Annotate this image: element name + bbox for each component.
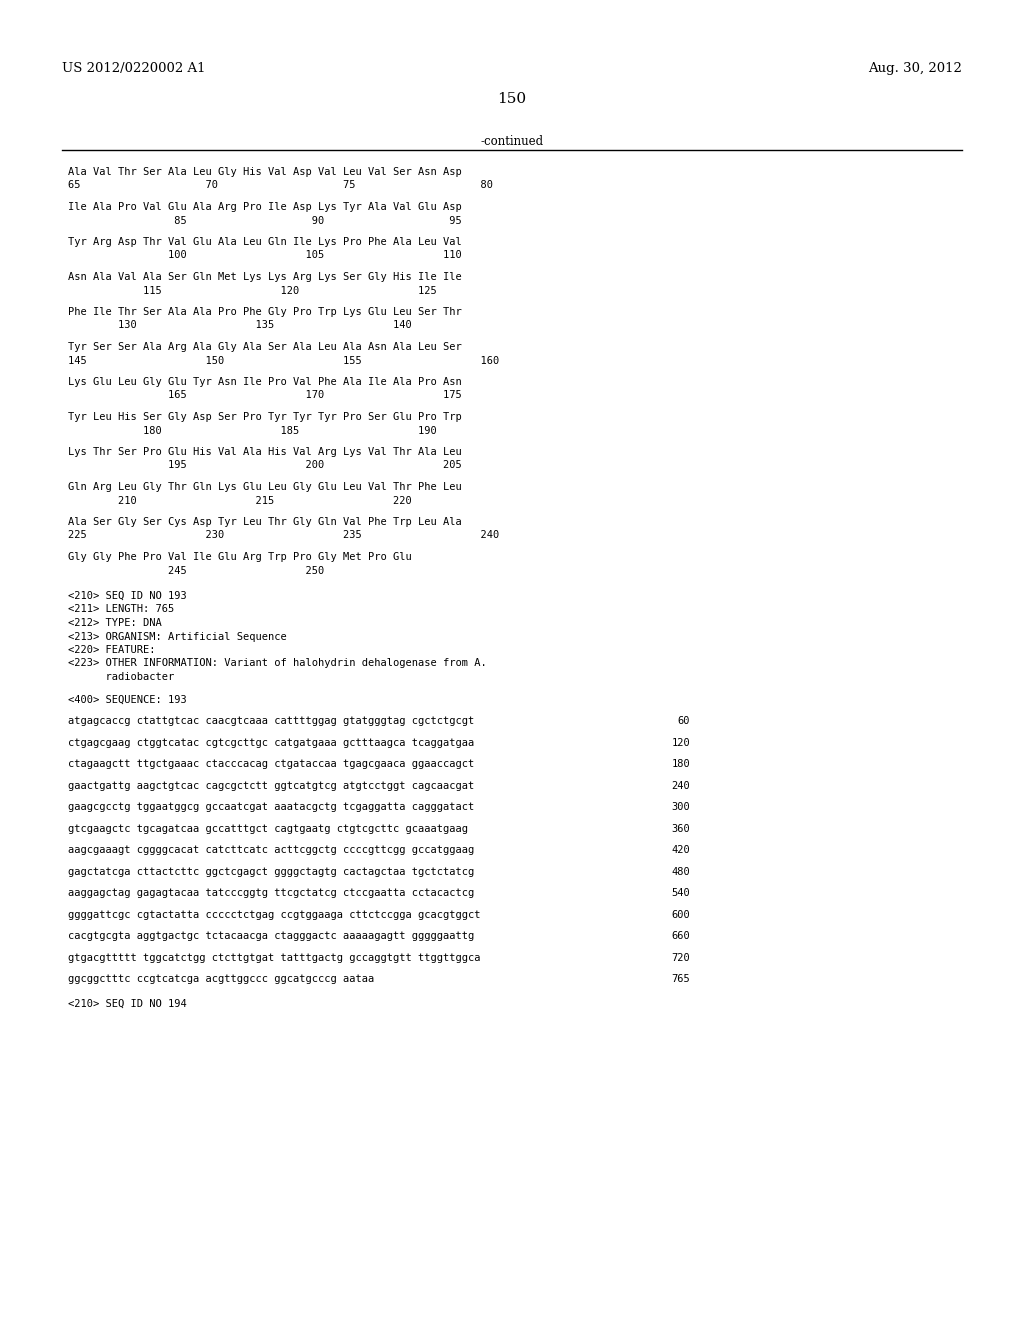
Text: 85                    90                    95: 85 90 95	[68, 215, 462, 226]
Text: 165                   170                   175: 165 170 175	[68, 391, 462, 400]
Text: 300: 300	[672, 803, 690, 812]
Text: 180                   185                   190: 180 185 190	[68, 425, 437, 436]
Text: 420: 420	[672, 845, 690, 855]
Text: <210> SEQ ID NO 193: <210> SEQ ID NO 193	[68, 591, 186, 601]
Text: Ile Ala Pro Val Glu Ala Arg Pro Ile Asp Lys Tyr Ala Val Glu Asp: Ile Ala Pro Val Glu Ala Arg Pro Ile Asp …	[68, 202, 462, 213]
Text: gaagcgcctg tggaatggcg gccaatcgat aaatacgctg tcgaggatta cagggatact: gaagcgcctg tggaatggcg gccaatcgat aaatacg…	[68, 803, 474, 812]
Text: 480: 480	[672, 867, 690, 876]
Text: 195                   200                   205: 195 200 205	[68, 461, 462, 470]
Text: US 2012/0220002 A1: US 2012/0220002 A1	[62, 62, 206, 75]
Text: atgagcaccg ctattgtcac caacgtcaaa cattttggag gtatgggtag cgctctgcgt: atgagcaccg ctattgtcac caacgtcaaa cattttg…	[68, 717, 474, 726]
Text: <211> LENGTH: 765: <211> LENGTH: 765	[68, 605, 174, 615]
Text: 150: 150	[498, 92, 526, 106]
Text: 240: 240	[672, 781, 690, 791]
Text: ggggattcgc cgtactatta ccccctctgag ccgtggaaga cttctccgga gcacgtggct: ggggattcgc cgtactatta ccccctctgag ccgtgg…	[68, 909, 480, 920]
Text: <212> TYPE: DNA: <212> TYPE: DNA	[68, 618, 162, 628]
Text: 60: 60	[678, 717, 690, 726]
Text: Tyr Leu His Ser Gly Asp Ser Pro Tyr Tyr Tyr Pro Ser Glu Pro Trp: Tyr Leu His Ser Gly Asp Ser Pro Tyr Tyr …	[68, 412, 462, 422]
Text: 360: 360	[672, 824, 690, 834]
Text: 245                   250: 245 250	[68, 565, 325, 576]
Text: 720: 720	[672, 953, 690, 964]
Text: <220> FEATURE:: <220> FEATURE:	[68, 645, 156, 655]
Text: ctgagcgaag ctggtcatac cgtcgcttgc catgatgaaa gctttaagca tcaggatgaa: ctgagcgaag ctggtcatac cgtcgcttgc catgatg…	[68, 738, 474, 748]
Text: aagcgaaagt cggggcacat catcttcatc acttcggctg ccccgttcgg gccatggaag: aagcgaaagt cggggcacat catcttcatc acttcgg…	[68, 845, 474, 855]
Text: Ala Val Thr Ser Ala Leu Gly His Val Asp Val Leu Val Ser Asn Asp: Ala Val Thr Ser Ala Leu Gly His Val Asp …	[68, 168, 462, 177]
Text: 540: 540	[672, 888, 690, 899]
Text: gtcgaagctc tgcagatcaa gccatttgct cagtgaatg ctgtcgcttc gcaaatgaag: gtcgaagctc tgcagatcaa gccatttgct cagtgaa…	[68, 824, 468, 834]
Text: <210> SEQ ID NO 194: <210> SEQ ID NO 194	[68, 999, 186, 1008]
Text: 120: 120	[672, 738, 690, 748]
Text: ctagaagctt ttgctgaaac ctacccacag ctgataccaa tgagcgaaca ggaaccagct: ctagaagctt ttgctgaaac ctacccacag ctgatac…	[68, 759, 474, 770]
Text: gaactgattg aagctgtcac cagcgctctt ggtcatgtcg atgtcctggt cagcaacgat: gaactgattg aagctgtcac cagcgctctt ggtcatg…	[68, 781, 474, 791]
Text: 765: 765	[672, 974, 690, 985]
Text: Gln Arg Leu Gly Thr Gln Lys Glu Leu Gly Glu Leu Val Thr Phe Leu: Gln Arg Leu Gly Thr Gln Lys Glu Leu Gly …	[68, 482, 462, 492]
Text: 600: 600	[672, 909, 690, 920]
Text: Tyr Ser Ser Ala Arg Ala Gly Ala Ser Ala Leu Ala Asn Ala Leu Ser: Tyr Ser Ser Ala Arg Ala Gly Ala Ser Ala …	[68, 342, 462, 352]
Text: 130                   135                   140: 130 135 140	[68, 321, 412, 330]
Text: ggcggctttc ccgtcatcga acgttggccc ggcatgcccg aataa: ggcggctttc ccgtcatcga acgttggccc ggcatgc…	[68, 974, 374, 985]
Text: 225                   230                   235                   240: 225 230 235 240	[68, 531, 500, 540]
Text: Gly Gly Phe Pro Val Ile Glu Arg Trp Pro Gly Met Pro Glu: Gly Gly Phe Pro Val Ile Glu Arg Trp Pro …	[68, 552, 412, 562]
Text: -continued: -continued	[480, 135, 544, 148]
Text: Tyr Arg Asp Thr Val Glu Ala Leu Gln Ile Lys Pro Phe Ala Leu Val: Tyr Arg Asp Thr Val Glu Ala Leu Gln Ile …	[68, 238, 462, 247]
Text: aaggagctag gagagtacaa tatcccggtg ttcgctatcg ctccgaatta cctacactcg: aaggagctag gagagtacaa tatcccggtg ttcgcta…	[68, 888, 474, 899]
Text: <400> SEQUENCE: 193: <400> SEQUENCE: 193	[68, 694, 186, 705]
Text: Lys Thr Ser Pro Glu His Val Ala His Val Arg Lys Val Thr Ala Leu: Lys Thr Ser Pro Glu His Val Ala His Val …	[68, 447, 462, 457]
Text: 100                   105                   110: 100 105 110	[68, 251, 462, 260]
Text: 65                    70                    75                    80: 65 70 75 80	[68, 181, 493, 190]
Text: Ala Ser Gly Ser Cys Asp Tyr Leu Thr Gly Gln Val Phe Trp Leu Ala: Ala Ser Gly Ser Cys Asp Tyr Leu Thr Gly …	[68, 517, 462, 527]
Text: 660: 660	[672, 932, 690, 941]
Text: 145                   150                   155                   160: 145 150 155 160	[68, 355, 500, 366]
Text: 115                   120                   125: 115 120 125	[68, 285, 437, 296]
Text: Aug. 30, 2012: Aug. 30, 2012	[868, 62, 962, 75]
Text: <213> ORGANISM: Artificial Sequence: <213> ORGANISM: Artificial Sequence	[68, 631, 287, 642]
Text: 210                   215                   220: 210 215 220	[68, 495, 412, 506]
Text: 180: 180	[672, 759, 690, 770]
Text: radiobacter: radiobacter	[68, 672, 174, 682]
Text: Asn Ala Val Ala Ser Gln Met Lys Lys Arg Lys Ser Gly His Ile Ile: Asn Ala Val Ala Ser Gln Met Lys Lys Arg …	[68, 272, 462, 282]
Text: gagctatcga cttactcttc ggctcgagct ggggctagtg cactagctaa tgctctatcg: gagctatcga cttactcttc ggctcgagct ggggcta…	[68, 867, 474, 876]
Text: cacgtgcgta aggtgactgc tctacaacga ctagggactc aaaaagagtt gggggaattg: cacgtgcgta aggtgactgc tctacaacga ctaggga…	[68, 932, 474, 941]
Text: gtgacgttttt tggcatctgg ctcttgtgat tatttgactg gccaggtgtt ttggttggca: gtgacgttttt tggcatctgg ctcttgtgat tatttg…	[68, 953, 480, 964]
Text: <223> OTHER INFORMATION: Variant of halohydrin dehalogenase from A.: <223> OTHER INFORMATION: Variant of halo…	[68, 659, 486, 668]
Text: Lys Glu Leu Gly Glu Tyr Asn Ile Pro Val Phe Ala Ile Ala Pro Asn: Lys Glu Leu Gly Glu Tyr Asn Ile Pro Val …	[68, 378, 462, 387]
Text: Phe Ile Thr Ser Ala Ala Pro Phe Gly Pro Trp Lys Glu Leu Ser Thr: Phe Ile Thr Ser Ala Ala Pro Phe Gly Pro …	[68, 308, 462, 317]
